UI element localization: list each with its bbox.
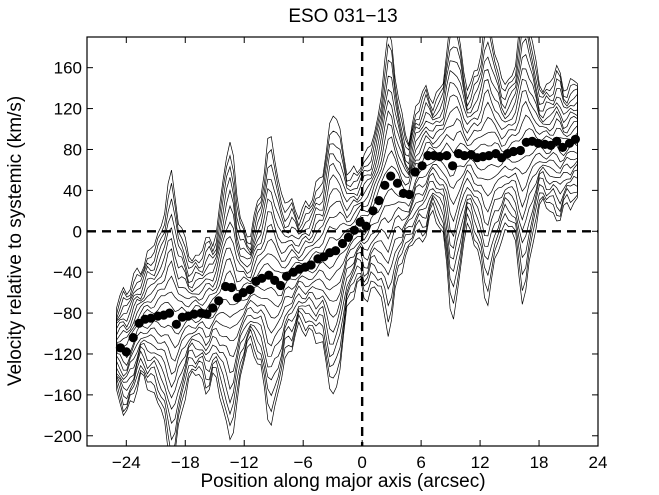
- data-point: [257, 273, 267, 283]
- data-point: [484, 151, 494, 161]
- x-axis-label: Position along major axis (arcsec): [200, 471, 485, 492]
- data-point: [343, 232, 353, 242]
- x-tick-label: −12: [230, 453, 259, 472]
- data-point: [361, 221, 371, 231]
- x-tick-label: 0: [357, 453, 366, 472]
- data-point: [410, 167, 420, 177]
- data-point: [386, 171, 396, 181]
- data-point: [368, 206, 378, 216]
- x-tick-label: 12: [471, 453, 490, 472]
- data-point: [128, 333, 138, 343]
- reference-lines: [87, 37, 598, 446]
- data-point: [404, 189, 414, 200]
- data-point: [171, 319, 181, 329]
- axis-ticks: [87, 37, 599, 446]
- data-point: [508, 146, 519, 157]
- y-tick-label: −200: [44, 427, 82, 446]
- data-point: [208, 303, 218, 313]
- y-tick-label: 120: [54, 100, 82, 119]
- data-point: [238, 288, 248, 298]
- y-tick-label: 40: [63, 181, 82, 200]
- x-tick-label: 6: [416, 453, 425, 472]
- data-point: [392, 178, 403, 188]
- data-point: [281, 271, 292, 281]
- data-point: [442, 151, 452, 161]
- data-point: [121, 347, 131, 357]
- plot-frame: [86, 36, 599, 447]
- y-tick-label: 0: [73, 222, 82, 241]
- data-point: [380, 180, 390, 190]
- data-point: [306, 260, 316, 270]
- data-point: [164, 308, 175, 318]
- data-point: [202, 309, 212, 319]
- x-tick-label: −6: [293, 453, 312, 472]
- y-tick-label: −80: [53, 304, 82, 323]
- data-point: [337, 238, 348, 249]
- data-points: [115, 134, 581, 357]
- x-tick-label: −24: [112, 453, 141, 472]
- data-point: [146, 313, 156, 323]
- chart-title: ESO 031−13: [288, 6, 397, 27]
- x-tick-label: 24: [589, 453, 608, 472]
- data-point: [448, 161, 458, 171]
- data-point: [417, 161, 427, 171]
- y-tick-label: 160: [54, 59, 82, 78]
- data-point: [189, 309, 199, 319]
- x-tick-labels: −24 −18 −12 −6 0 6 12 18 24: [112, 453, 608, 472]
- data-point: [331, 246, 341, 256]
- y-tick-label: −160: [44, 386, 82, 405]
- data-point: [349, 225, 359, 235]
- data-point: [552, 136, 562, 146]
- data-point: [459, 151, 469, 161]
- y-tick-label: −40: [53, 263, 82, 282]
- y-tick-label: −120: [44, 345, 82, 364]
- data-point: [570, 134, 581, 144]
- x-tick-label: −18: [171, 453, 200, 472]
- data-point: [264, 270, 274, 280]
- y-tick-label: 80: [63, 140, 82, 159]
- y-axis-label: Velocity relative to systemic (km/s): [5, 96, 26, 386]
- data-point: [515, 145, 526, 156]
- contour-lines: [116, 37, 578, 446]
- data-point: [533, 138, 543, 148]
- y-tick-labels: 160 120 80 40 0 −40 −80 −120 −160 −200: [44, 59, 82, 446]
- data-point: [374, 196, 384, 206]
- data-point: [226, 282, 237, 293]
- x-tick-label: 18: [530, 453, 549, 472]
- data-point: [245, 285, 255, 295]
- data-point: [558, 142, 568, 152]
- data-point: [276, 280, 286, 291]
- contour-line: [116, 37, 578, 446]
- data-point: [214, 296, 224, 306]
- data-point: [435, 152, 445, 162]
